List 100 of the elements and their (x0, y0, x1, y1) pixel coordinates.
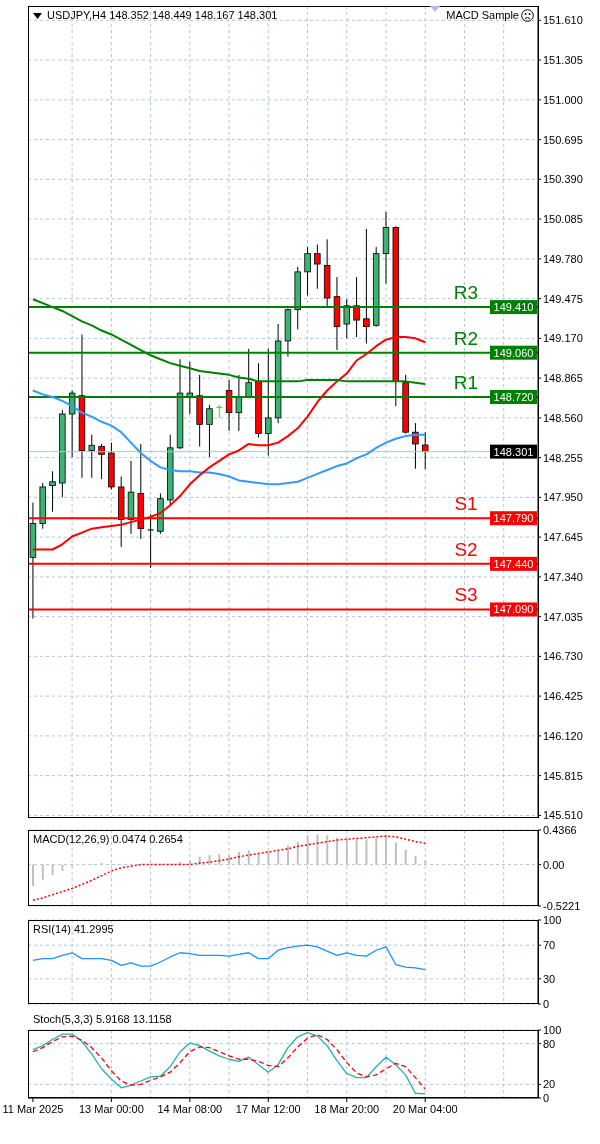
line-series (32, 944, 426, 971)
candlestick (412, 422, 419, 470)
y-tick-label: 146.425 (543, 690, 583, 703)
ref-line-label: 148.301 (493, 445, 534, 458)
bar (345, 839, 348, 865)
annotation: S2 (453, 538, 479, 561)
candlestick (343, 298, 350, 339)
ref-line-label: 147.440 (493, 557, 534, 570)
y-tick-label: 147.645 (543, 531, 583, 544)
y-tick-label: 149.170 (543, 332, 583, 345)
bar (326, 835, 329, 865)
candlestick (353, 276, 360, 338)
bar (316, 834, 319, 865)
candlestick (225, 379, 233, 432)
bar (296, 842, 299, 865)
bar (277, 850, 280, 865)
y-tick-label: 148.255 (543, 451, 583, 464)
candlestick (363, 228, 370, 345)
y-tick-label: 146.730 (543, 650, 583, 663)
bar (355, 839, 358, 865)
candlestick (206, 404, 213, 458)
bar (228, 855, 231, 865)
bar (41, 864, 44, 880)
annotation: R2 (452, 327, 480, 350)
y-tick-label: 149.475 (543, 292, 583, 305)
bar (51, 864, 54, 875)
bar (188, 860, 191, 865)
chart-title: RSI(14) 41.2995 (33, 923, 114, 936)
annotation: R3 (452, 282, 480, 305)
y-tick-label: 147.950 (543, 491, 583, 504)
candlestick (265, 348, 272, 457)
bar (424, 860, 427, 865)
y-tick-label: 100 (543, 1023, 562, 1036)
y-tick-label: 80 (543, 1037, 556, 1050)
ref-line-label: 147.090 (493, 603, 534, 616)
bar (404, 849, 407, 865)
y-tick-label: 151.000 (543, 93, 583, 106)
x-tick-label: 14 Mar 08:00 (157, 1103, 223, 1115)
x-tick-label: 18 Mar 20:00 (314, 1103, 380, 1115)
ref-line-label: 147.790 (493, 512, 534, 525)
x-tick-label: 17 Mar 12:00 (235, 1103, 301, 1115)
candlestick (98, 443, 105, 480)
bar (247, 850, 250, 865)
candlestick (88, 434, 95, 479)
y-tick-label: 145.815 (543, 769, 583, 782)
y-tick-label: 0 (543, 1091, 550, 1104)
annotation: R1 (452, 372, 480, 394)
bar (32, 864, 34, 887)
y-tick-label: 148.560 (543, 411, 583, 424)
candlestick (49, 470, 56, 513)
y-tick-label: 100 (543, 913, 562, 926)
candlestick (186, 361, 194, 415)
y-tick-label: 147.035 (543, 610, 583, 623)
y-tick-label: 20 (543, 1078, 556, 1091)
candlestick (304, 246, 311, 296)
y-tick-label: 145.510 (543, 809, 583, 822)
ref-line-label: 149.060 (493, 346, 534, 359)
y-tick-label: 0.4366 (543, 823, 577, 836)
bar (336, 837, 339, 865)
annotation: S1 (453, 493, 479, 516)
y-tick-label: -0.5221 (543, 899, 581, 912)
y-tick-label: 150.390 (543, 173, 583, 186)
text: MACD Sample (446, 9, 519, 22)
bar (287, 845, 289, 865)
x-tick-label: 13 Mar 00:00 (78, 1103, 144, 1115)
bar (257, 853, 260, 865)
y-tick-label: 147.340 (543, 570, 583, 583)
bar (385, 835, 388, 865)
y-tick-label: 148.865 (543, 372, 583, 385)
chart-title: Stoch(5,3,3) 5.9168 13.1158 (33, 1013, 172, 1026)
line-series (32, 835, 426, 902)
candlestick (314, 244, 321, 290)
candlestick (235, 374, 243, 432)
ref-line-label: 149.410 (493, 301, 534, 314)
y-tick-label: 151.610 (543, 14, 583, 27)
ref-line-label: 148.720 (493, 391, 534, 404)
y-tick-label: 146.120 (543, 729, 583, 742)
x-tick-label: 11 Mar 2025 (2, 1103, 64, 1115)
line-series (31, 389, 427, 486)
bar (208, 855, 211, 865)
x-tick-label: 20 Mar 04:00 (392, 1103, 458, 1115)
candlestick (245, 348, 252, 399)
bar (414, 855, 417, 865)
bar (267, 851, 270, 865)
y-tick-label: 150.085 (543, 213, 583, 226)
y-tick-label: 151.305 (543, 53, 583, 66)
bar (365, 839, 368, 865)
y-tick-label: 150.695 (543, 133, 583, 146)
bar (61, 864, 64, 871)
bar (375, 837, 378, 865)
annotation: S3 (453, 584, 479, 607)
y-tick-label: 0.00 (543, 858, 565, 871)
y-tick-label: 70 (543, 939, 556, 952)
y-tick-label: 149.780 (543, 252, 583, 265)
bar (394, 842, 397, 865)
y-tick-label: 30 (543, 972, 556, 985)
candlestick (147, 513, 155, 569)
chart-title: USDJPY,H4 148.352 148.449 148.167 148.301 (47, 9, 278, 22)
y-tick-label: 0 (543, 997, 550, 1010)
bar (306, 835, 309, 865)
